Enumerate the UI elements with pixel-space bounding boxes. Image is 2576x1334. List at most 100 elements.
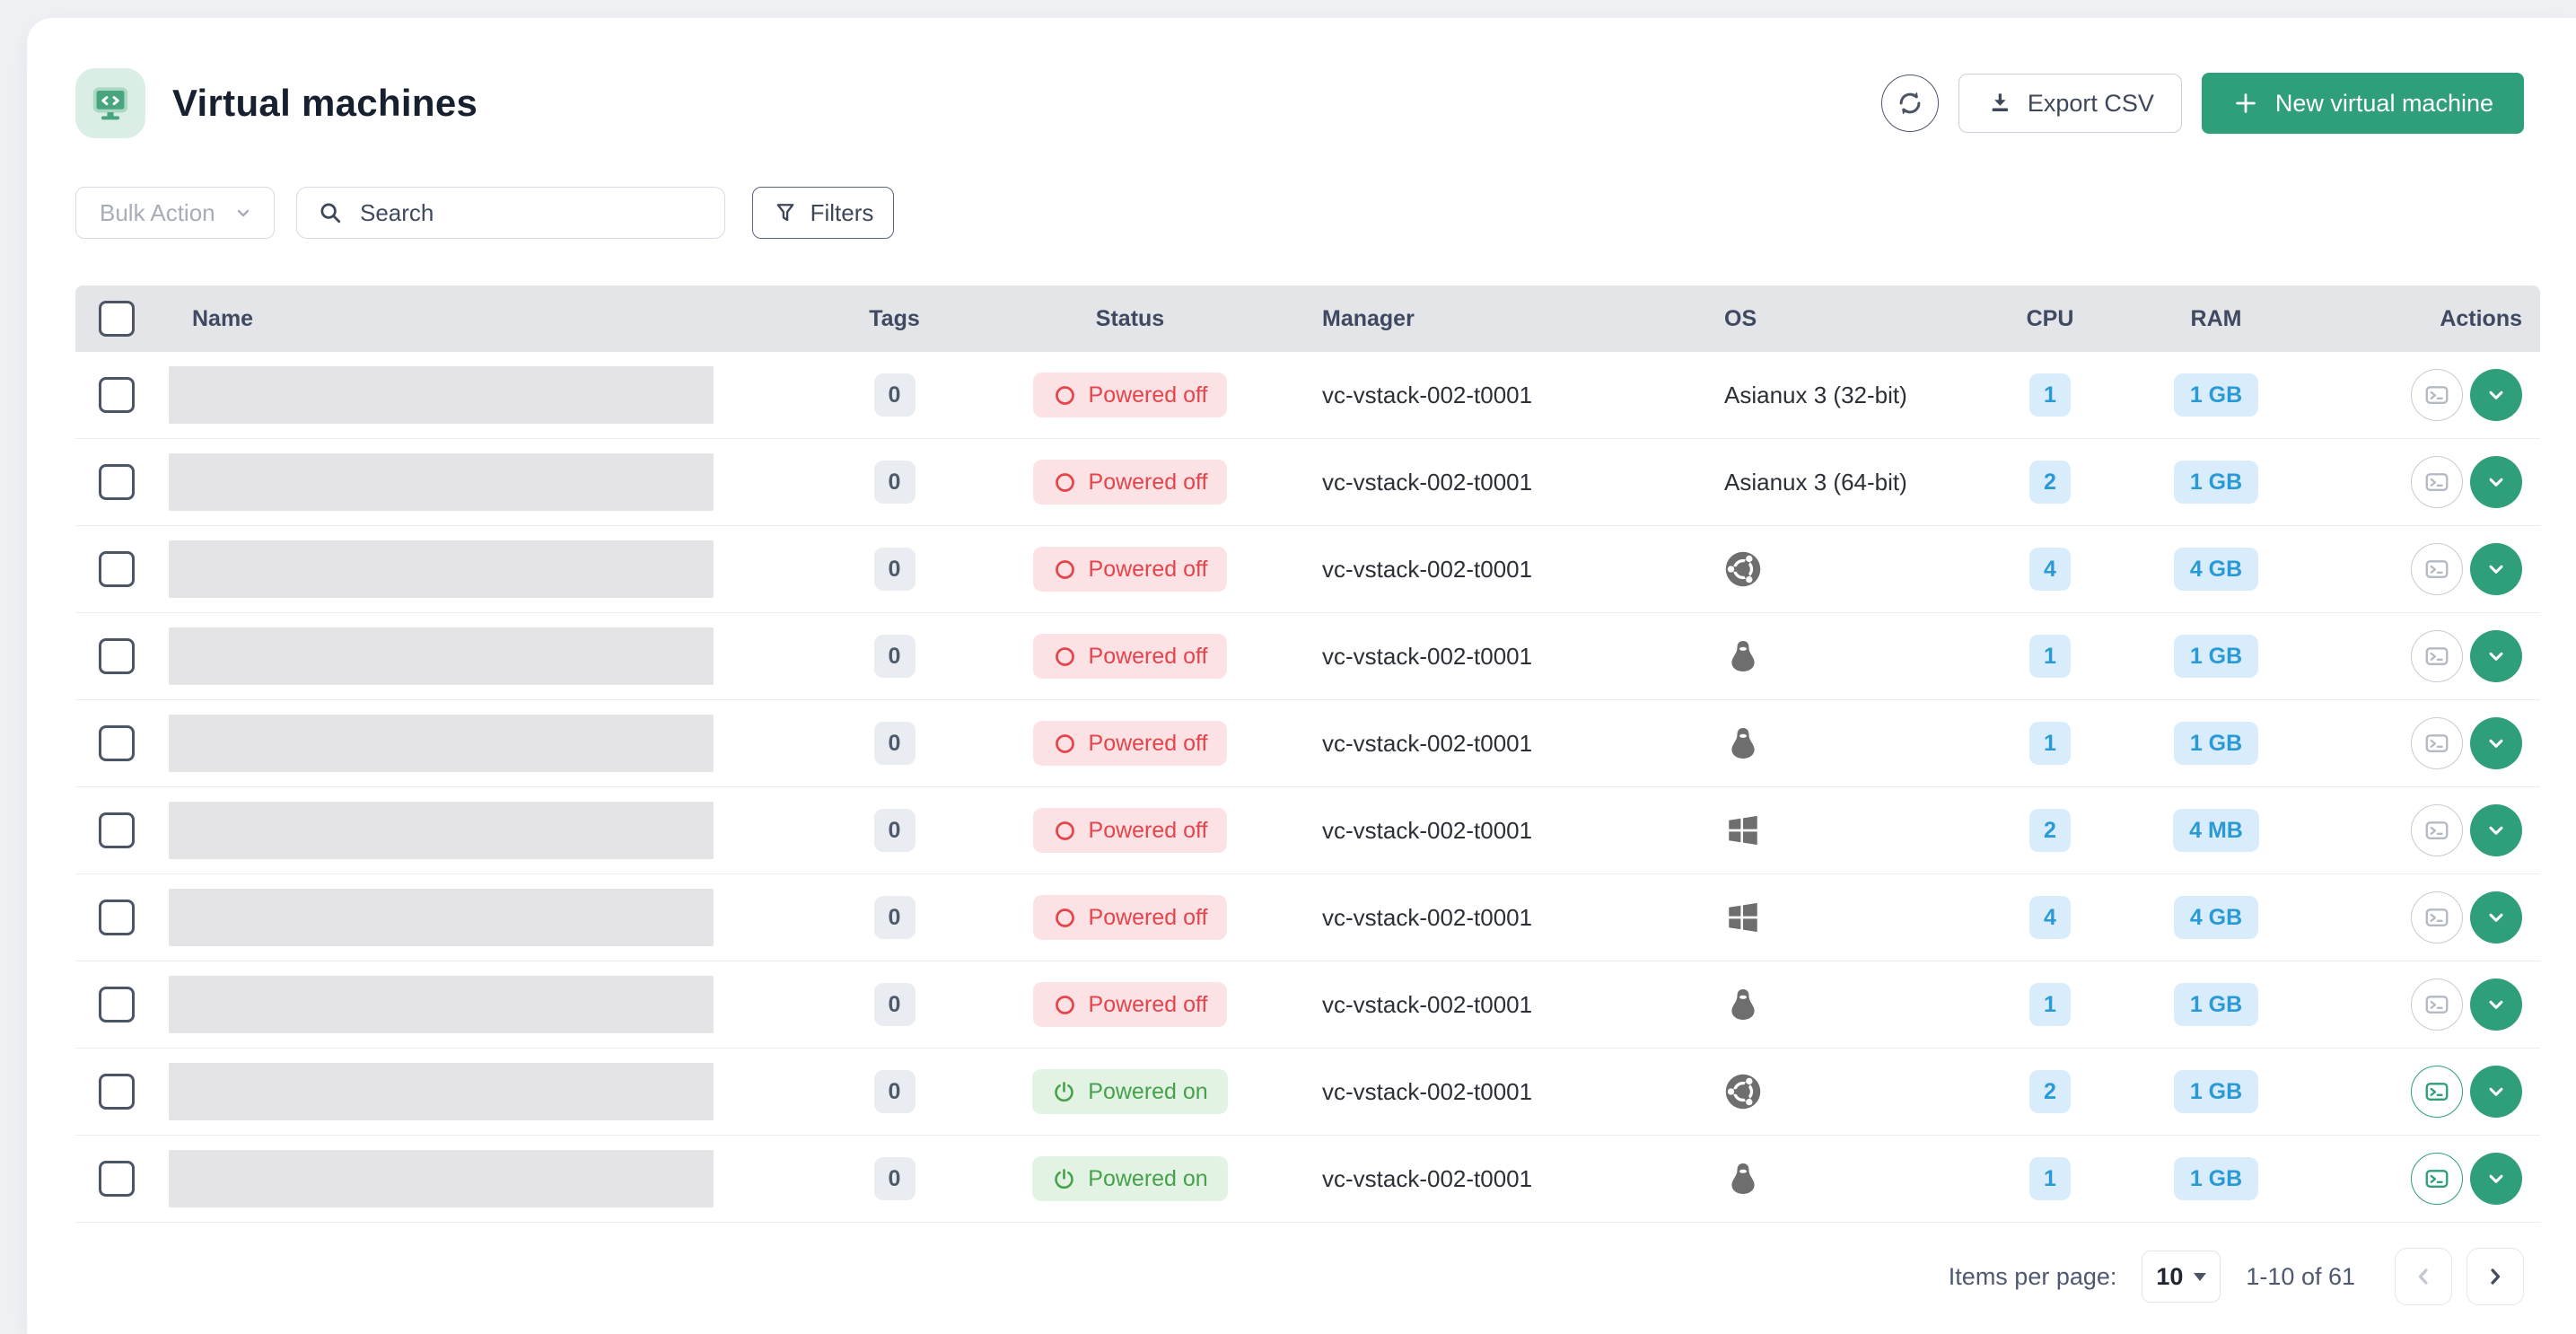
tags-count-badge: 0	[873, 1070, 916, 1113]
manager-name: vc-vstack-002-t0001	[1322, 729, 1533, 757]
cpu-count-badge: 1	[2029, 373, 2071, 417]
os-cell	[1651, 724, 1974, 762]
chevron-down-icon	[2484, 1167, 2508, 1190]
console-button[interactable]	[2411, 804, 2463, 856]
status-badge: Powered off	[1032, 895, 1228, 940]
cpu-count-badge: 1	[2029, 722, 2071, 765]
new-virtual-machine-label: New virtual machine	[2274, 89, 2493, 117]
row-checkbox[interactable]	[99, 900, 135, 935]
row-actions-menu-button[interactable]	[2470, 543, 2522, 595]
status-label: Powered off	[1088, 469, 1208, 495]
chevron-down-icon	[2484, 1080, 2508, 1103]
bulk-action-dropdown[interactable]: Bulk Action	[75, 187, 275, 239]
console-button[interactable]	[2411, 369, 2463, 421]
power-off-icon	[1053, 732, 1077, 756]
ram-badge: 1 GB	[2173, 373, 2259, 417]
status-label: Powered off	[1088, 730, 1208, 756]
new-virtual-machine-button[interactable]: New virtual machine	[2201, 73, 2524, 134]
vm-name-placeholder	[169, 366, 714, 424]
ram-badge: 4 GB	[2173, 548, 2259, 591]
manager-name: vc-vstack-002-t0001	[1322, 468, 1533, 496]
vm-name-placeholder	[169, 976, 714, 1033]
manager-name: vc-vstack-002-t0001	[1322, 642, 1533, 670]
row-actions-menu-button[interactable]	[2470, 1066, 2522, 1118]
row-actions-menu-button[interactable]	[2470, 456, 2522, 508]
status-badge: Powered off	[1032, 634, 1228, 679]
console-button[interactable]	[2411, 979, 2463, 1031]
status-badge: Powered on	[1032, 1069, 1228, 1114]
row-checkbox[interactable]	[99, 812, 135, 848]
row-checkbox[interactable]	[99, 987, 135, 1022]
linux-os-icon	[1724, 637, 1762, 675]
table-footer: Items per page: 10 1-10 of 61	[27, 1223, 2576, 1305]
chevron-down-icon	[2484, 383, 2508, 407]
row-checkbox[interactable]	[99, 464, 135, 500]
row-checkbox[interactable]	[99, 551, 135, 587]
console-terminal-icon	[2423, 1078, 2450, 1105]
table-row: 0 Powered off vc-vstack-002-t0001 4 4 GB	[75, 874, 2540, 961]
row-actions-menu-button[interactable]	[2470, 804, 2522, 856]
column-header-actions: Actions	[2440, 305, 2522, 331]
console-button[interactable]	[2411, 456, 2463, 508]
tags-count-badge: 0	[873, 461, 916, 504]
status-label: Powered off	[1088, 991, 1208, 1017]
column-header-status: Status	[1095, 305, 1165, 331]
status-label: Powered off	[1088, 556, 1208, 582]
ram-badge: 4 MB	[2173, 809, 2259, 852]
chevron-down-icon	[2484, 645, 2508, 668]
plus-icon	[2232, 90, 2259, 117]
chevron-down-icon	[2484, 470, 2508, 494]
search-input[interactable]	[358, 197, 705, 228]
chevron-down-icon	[2484, 993, 2508, 1016]
linux-os-icon	[1724, 986, 1762, 1023]
filters-button[interactable]: Filters	[752, 187, 894, 239]
items-per-page-select[interactable]: 10	[2142, 1251, 2221, 1303]
console-button[interactable]	[2411, 717, 2463, 769]
table-row: 0 Powered off vc-vstack-002-t0001 Asianu…	[75, 439, 2540, 526]
console-button[interactable]	[2411, 1153, 2463, 1205]
cpu-count-badge: 1	[2029, 983, 2071, 1026]
table-row: 0 Powered off vc-vstack-002-t0001 1 1 GB	[75, 961, 2540, 1049]
row-checkbox[interactable]	[99, 1074, 135, 1110]
windows-os-icon	[1724, 812, 1762, 849]
row-actions-menu-button[interactable]	[2470, 891, 2522, 943]
export-csv-button[interactable]: Export CSV	[1958, 74, 2182, 133]
manager-name: vc-vstack-002-t0001	[1322, 990, 1533, 1018]
os-name: Asianux 3 (32-bit)	[1724, 381, 1907, 408]
next-page-button[interactable]	[2466, 1248, 2524, 1305]
console-button[interactable]	[2411, 891, 2463, 943]
console-button[interactable]	[2411, 1066, 2463, 1118]
chevron-left-icon	[2411, 1264, 2436, 1289]
os-cell	[1651, 550, 1974, 588]
virtual-machine-monitor-icon	[75, 68, 145, 138]
download-icon	[1986, 90, 2013, 117]
console-button[interactable]	[2411, 630, 2463, 682]
linux-os-icon	[1724, 1160, 1762, 1198]
select-all-checkbox[interactable]	[99, 301, 135, 337]
os-cell: Asianux 3 (32-bit)	[1651, 382, 1974, 409]
console-button[interactable]	[2411, 543, 2463, 595]
previous-page-button[interactable]	[2395, 1248, 2452, 1305]
power-off-icon	[1053, 470, 1077, 495]
row-actions-menu-button[interactable]	[2470, 369, 2522, 421]
row-checkbox[interactable]	[99, 638, 135, 674]
console-terminal-icon	[2423, 991, 2450, 1018]
row-checkbox[interactable]	[99, 1161, 135, 1197]
tags-count-badge: 0	[873, 722, 916, 765]
refresh-button[interactable]	[1880, 75, 1939, 132]
page-title: Virtual machines	[172, 82, 478, 124]
row-actions-menu-button[interactable]	[2470, 630, 2522, 682]
row-checkbox[interactable]	[99, 725, 135, 761]
os-cell	[1651, 812, 1974, 849]
status-badge: Powered on	[1032, 1156, 1228, 1201]
os-name: Asianux 3 (64-bit)	[1724, 468, 1907, 496]
table-row: 0 Powered on vc-vstack-002-t0001 2 1 GB	[75, 1049, 2540, 1136]
power-off-icon	[1053, 383, 1077, 408]
row-checkbox[interactable]	[99, 377, 135, 413]
console-terminal-icon	[2423, 643, 2450, 670]
row-actions-menu-button[interactable]	[2470, 979, 2522, 1031]
row-actions-menu-button[interactable]	[2470, 717, 2522, 769]
column-header-os: OS	[1724, 305, 1757, 331]
os-cell	[1651, 1073, 1974, 1110]
row-actions-menu-button[interactable]	[2470, 1153, 2522, 1205]
